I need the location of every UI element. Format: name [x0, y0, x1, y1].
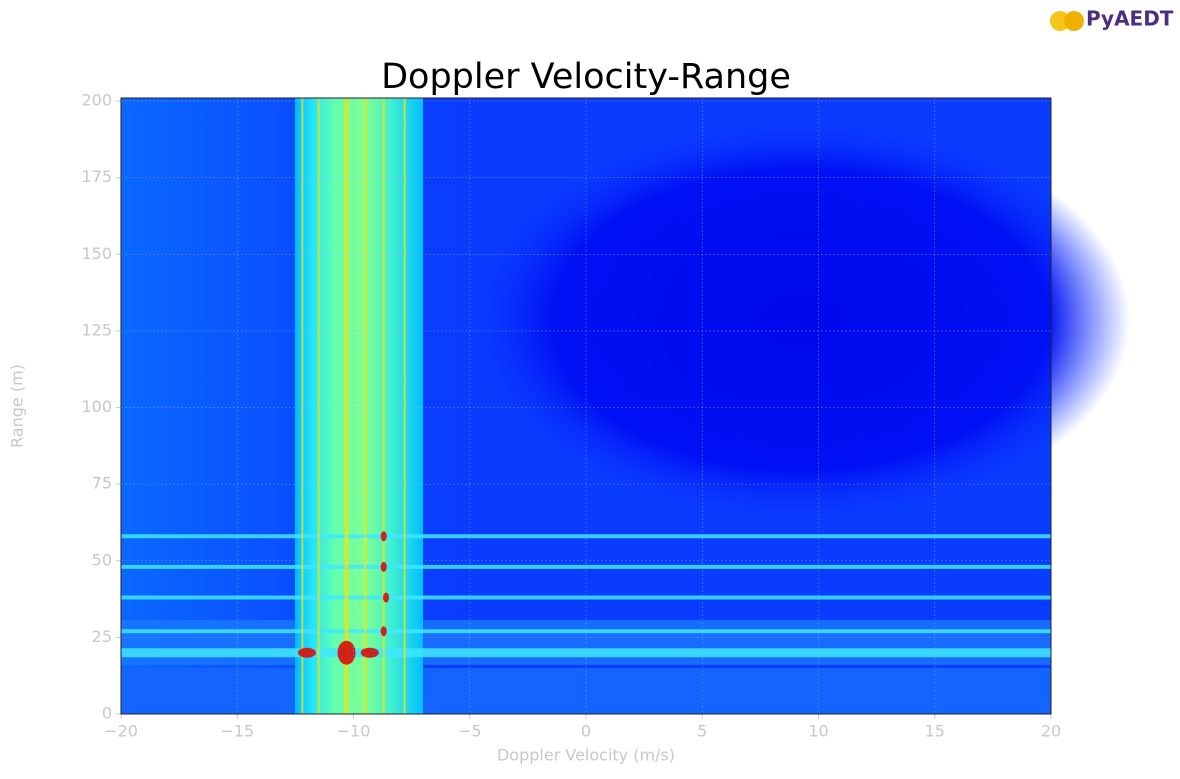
x-tick-label: 20	[1041, 722, 1061, 741]
logo-icon	[1050, 11, 1070, 31]
y-tick-label: 175	[81, 167, 112, 186]
x-tick-label: 0	[581, 722, 591, 741]
peak	[298, 647, 316, 658]
x-tick-label: 15	[925, 722, 945, 741]
y-tick-label: 25	[92, 627, 112, 646]
y-tick-label: 100	[81, 397, 112, 416]
x-tick-label: −5	[458, 722, 482, 741]
peak	[383, 592, 390, 603]
y-tick-label: 150	[81, 244, 112, 263]
y-tick-label: 200	[81, 91, 112, 110]
peak	[337, 640, 356, 665]
x-tick-label: −10	[337, 722, 371, 741]
peak	[380, 531, 387, 542]
heatmap	[121, 98, 1130, 714]
heatmap-band	[295, 98, 423, 714]
logo-icon	[1064, 11, 1084, 31]
x-tick-label: −20	[104, 722, 138, 741]
y-tick-label: 75	[92, 474, 112, 493]
y-axis-label: Range (m)	[8, 364, 27, 448]
y-tick-label: 125	[81, 320, 112, 339]
y-tick-label: 50	[92, 550, 112, 569]
peak	[380, 626, 387, 637]
logo: PyAEDT	[1050, 7, 1174, 31]
x-axis-label: Doppler Velocity (m/s)	[497, 746, 675, 765]
heatmap-region	[470, 120, 1130, 520]
x-tick-label: 10	[808, 722, 828, 741]
peak	[380, 561, 387, 572]
plot-frame	[120, 97, 1052, 715]
x-tick-label: −15	[220, 722, 254, 741]
chart-title: Doppler Velocity-Range	[381, 57, 791, 97]
x-tick-label: 5	[697, 722, 707, 741]
y-tick-label: 0	[102, 704, 112, 723]
logo-text: PyAEDT	[1086, 7, 1174, 31]
peak	[360, 647, 379, 658]
